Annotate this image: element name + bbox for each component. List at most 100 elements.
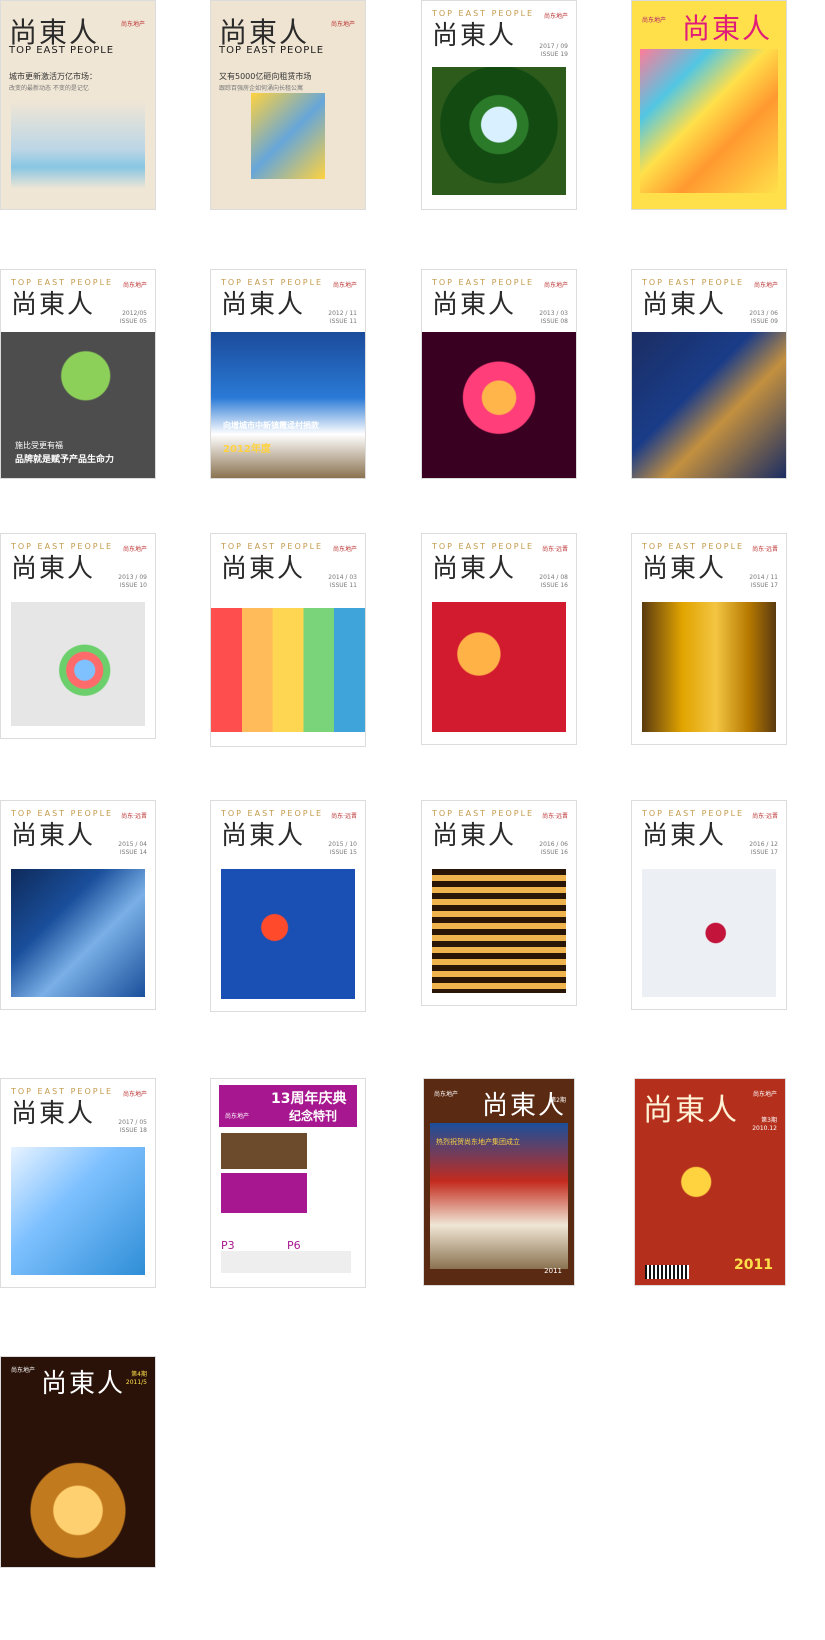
cover-photo-chess-pieces [7, 1397, 149, 1559]
issue-label: 2017 / 05 ISSUE 18 [118, 1119, 147, 1134]
magazine-cover-8[interactable]: TOP EAST PEOPLE 尚東人 尚东地产 2013 / 06 ISSUE … [631, 269, 787, 479]
magazine-cover-16[interactable]: TOP EAST PEOPLE 尚東人 尚东·远晋 2016 / 12 ISSUE… [631, 800, 787, 1010]
magazine-cover-4[interactable]: 尚東人 尚东地产 [631, 0, 787, 210]
cover-logo-en: TOP EAST PEOPLE [221, 278, 324, 287]
brand-mark: 尚东地产 [122, 1091, 147, 1098]
cover-logo-cn: 尚東人 [11, 1099, 96, 1129]
cover-logo-en: TOP EAST PEOPLE [9, 45, 115, 56]
cover-illustration-house-stripes [211, 608, 365, 732]
brand-mark: 尚东地产 [434, 1091, 459, 1098]
cover-photo-golden-rice [642, 602, 776, 732]
cover-logo-cn: 尚東人 [219, 16, 310, 49]
issue-label: 2014 / 03 ISSUE 11 [328, 574, 357, 589]
cover-logo-cn: 尚東人 [642, 821, 727, 851]
cover-photo-lychee [432, 602, 566, 732]
cover-logo-en: TOP EAST PEOPLE [11, 542, 114, 551]
brand-mark: 尚东地产 [120, 21, 145, 28]
brand-mark: 尚东地产 [543, 282, 568, 289]
magazine-cover-13[interactable]: TOP EAST PEOPLE 尚東人 尚东·远晋 2015 / 04 ISSUE… [0, 800, 156, 1010]
magazine-cover-11[interactable]: TOP EAST PEOPLE 尚東人 尚东·远晋 2014 / 08 ISSUE… [421, 533, 577, 745]
magazine-cover-6[interactable]: TOP EAST PEOPLE 尚東人 尚东地产 2012 / 11 ISSUE … [210, 269, 366, 479]
issue-label: 2013 / 09 ISSUE 10 [118, 574, 147, 589]
magazine-cover-5[interactable]: TOP EAST PEOPLE 尚東人 尚东地产 2012/05 ISSUE 05… [0, 269, 156, 479]
brand-mark: 尚东·远晋 [331, 813, 357, 820]
cover-logo-cn: 尚東人 [643, 1093, 739, 1128]
cover-logo-cn: 尚東人 [9, 16, 100, 49]
cover-headline: 又有5000亿砸向租赁市场 [219, 72, 312, 81]
magazine-cover-12[interactable]: TOP EAST PEOPLE 尚東人 尚东·远晋 2014 / 11 ISSUE… [631, 533, 787, 745]
cover-photo-plum-blossom [642, 869, 776, 997]
cover-logo-en: TOP EAST PEOPLE [11, 809, 114, 818]
cover-illustration-origami [640, 49, 778, 193]
cover-logo-en: TOP EAST PEOPLE [11, 278, 114, 287]
brand-mark: 尚东地产 [330, 21, 355, 28]
cover-subheadline: 跟踪百强房企如何涌向长租公寓 [219, 85, 304, 92]
issue-label: 第3期 2010.12 [752, 1117, 777, 1132]
cover-logo-cn: 尚東人 [221, 554, 306, 584]
cover-logo-en: TOP EAST PEOPLE [221, 542, 324, 551]
cover-photo-skyscrapers [11, 869, 145, 997]
magazine-cover-1[interactable]: 尚東人 TOP EAST PEOPLE 尚东地产 城市更新激活万亿市场： 改变的… [0, 0, 156, 210]
photo-group [221, 1173, 307, 1213]
cover-logo-en: TOP EAST PEOPLE [432, 278, 535, 287]
brand-mark: 尚东·远晋 [542, 546, 568, 553]
cover-headline: 城市更新激活万亿市场： [9, 72, 97, 81]
cover-logo-en: TOP EAST PEOPLE [642, 809, 745, 818]
cover-logo-en: TOP EAST PEOPLE [642, 542, 745, 551]
cover-year: 2011 [544, 1267, 562, 1275]
brand-mark: 尚东·远晋 [542, 813, 568, 820]
cover-logo-en: TOP EAST PEOPLE [219, 45, 325, 56]
cover-logo-cn: 尚東人 [432, 554, 517, 584]
magazine-cover-17[interactable]: TOP EAST PEOPLE 尚東人 尚东地产 2017 / 05 ISSUE … [0, 1078, 156, 1288]
cover-logo-cn: 尚東人 [642, 554, 727, 584]
magazine-cover-18[interactable]: 13周年庆典 纪念特刊 尚东地产 P3 P6 [210, 1078, 366, 1288]
issue-label: 2014 / 11 ISSUE 17 [749, 574, 778, 589]
magazine-cover-9[interactable]: TOP EAST PEOPLE 尚東人 尚东地产 2013 / 09 ISSUE … [0, 533, 156, 739]
cover-logo-en: TOP EAST PEOPLE [221, 809, 324, 818]
brand-mark: 尚东·远晋 [752, 546, 778, 553]
cover-illustration-city [11, 101, 145, 189]
cover-logo-en: TOP EAST PEOPLE [642, 278, 745, 287]
cover-caption: 2012年度 [223, 444, 271, 455]
issue-label: 2015 / 10 ISSUE 15 [328, 841, 357, 856]
cover-photo-red-leaves [221, 869, 355, 999]
brand-mark: 尚东·远晋 [752, 813, 778, 820]
cover-subheadline: 改变的最新动态 不变的是记忆 [9, 85, 89, 92]
brand-mark: 尚东·远晋 [121, 813, 147, 820]
brand-mark: 尚东地产 [225, 1113, 250, 1120]
magazine-cover-15[interactable]: TOP EAST PEOPLE 尚東人 尚东·远晋 2016 / 06 ISSUE… [421, 800, 577, 1006]
cover-logo-cn: 尚東人 [11, 554, 96, 584]
brand-mark: 尚东地产 [543, 13, 568, 20]
cover-caption: 热烈祝贺尚东地产集团成立 [436, 1138, 520, 1146]
issue-label: 2012/05 ISSUE 05 [119, 310, 147, 325]
cover-logo-cn: 尚東人 [432, 821, 517, 851]
cover-logo-en: TOP EAST PEOPLE [432, 809, 535, 818]
issue-label: 第4期 2011/5 [125, 1371, 147, 1386]
cover-caption: 向增城市中新镇霞迳村捐款 [223, 421, 319, 430]
photo-strip [221, 1251, 351, 1273]
magazine-cover-14[interactable]: TOP EAST PEOPLE 尚東人 尚东·远晋 2015 / 10 ISSUE… [210, 800, 366, 1012]
magazine-cover-21[interactable]: 尚東人 尚东地产 第4期 2011/5 [0, 1356, 156, 1568]
cover-photo-hourglass [432, 869, 566, 993]
cover-photo-red-ribbon [430, 1123, 568, 1269]
cover-illustration-new-year [641, 1135, 779, 1269]
cover-logo-en: TOP EAST PEOPLE [432, 9, 535, 18]
cover-illustration-cubes [11, 602, 145, 726]
magazine-cover-2[interactable]: 尚東人 TOP EAST PEOPLE 尚东地产 又有5000亿砸向租赁市场 跟… [210, 0, 366, 210]
magazine-cover-20[interactable]: 尚東人 尚东地产 第3期 2010.12 2011 [634, 1078, 786, 1286]
magazine-cover-10[interactable]: TOP EAST PEOPLE 尚東人 尚东地产 2014 / 03 ISSUE … [210, 533, 366, 747]
cover-illustration-building-blocks [251, 93, 325, 179]
cover-illustration-gold-triangles [632, 332, 786, 478]
cover-caption: 施比受更有福 [15, 441, 63, 450]
cover-photo-leaf-sprout [1, 332, 155, 478]
magazine-cover-7[interactable]: TOP EAST PEOPLE 尚東人 尚东地产 2013 / 03 ISSUE … [421, 269, 577, 479]
issue-label: 2014 / 08 ISSUE 16 [539, 574, 568, 589]
brand-mark: 尚东地产 [642, 17, 667, 24]
cover-photo-light-heart [422, 332, 576, 478]
cover-year: 2011 [734, 1257, 773, 1273]
magazine-cover-19[interactable]: 尚東人 尚东地产 第2期 热烈祝贺尚东地产集团成立 2011 [423, 1078, 575, 1286]
cover-logo-en: TOP EAST PEOPLE [432, 542, 535, 551]
brand-mark: 尚东地产 [332, 282, 357, 289]
cover-photo-glass-globe [432, 67, 566, 195]
magazine-cover-3[interactable]: TOP EAST PEOPLE 尚東人 尚东地产 2017 / 09 ISSUE … [421, 0, 577, 210]
